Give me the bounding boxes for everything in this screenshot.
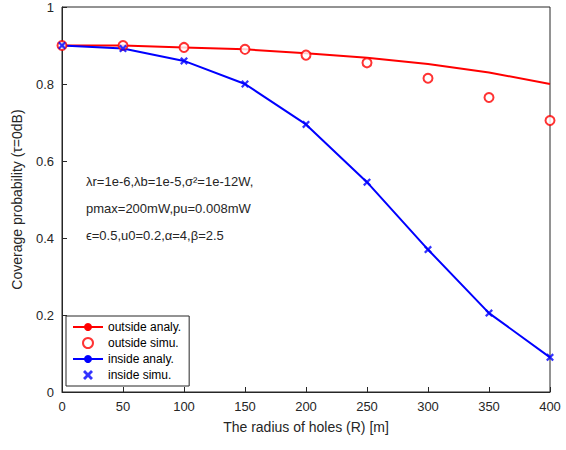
- svg-text:0.4: 0.4: [36, 231, 54, 246]
- svg-text:100: 100: [173, 399, 195, 414]
- svg-text:0.6: 0.6: [36, 154, 54, 169]
- svg-text:200: 200: [295, 399, 317, 414]
- svg-text:250: 250: [356, 399, 378, 414]
- svg-text:The radius of holes (R) [m]: The radius of holes (R) [m]: [223, 419, 389, 435]
- svg-text:150: 150: [234, 399, 256, 414]
- svg-text:300: 300: [417, 399, 439, 414]
- svg-text:0.2: 0.2: [36, 308, 54, 323]
- svg-text:outside analy.: outside analy.: [108, 320, 181, 334]
- svg-text:350: 350: [478, 399, 500, 414]
- svg-text:pmax=200mW,pu=0.008mW: pmax=200mW,pu=0.008mW: [86, 201, 251, 216]
- svg-text:inside simu.: inside simu.: [108, 368, 171, 382]
- svg-text:50: 50: [116, 399, 130, 414]
- svg-text:0: 0: [47, 385, 54, 400]
- svg-text:λr=1e-6,λb=1e-5,σ²=1e-12W,: λr=1e-6,λb=1e-5,σ²=1e-12W,: [86, 174, 253, 189]
- svg-text:outside simu.: outside simu.: [108, 336, 179, 350]
- svg-text:400: 400: [539, 399, 561, 414]
- svg-text:0: 0: [58, 399, 65, 414]
- svg-text:ϵ=0.5,u0=0.2,α=4,β=2.5: ϵ=0.5,u0=0.2,α=4,β=2.5: [86, 228, 224, 243]
- svg-text:1: 1: [47, 0, 54, 15]
- svg-text:Coverage probability (τ=0dB): Coverage probability (τ=0dB): [9, 109, 25, 289]
- svg-text:inside analy.: inside analy.: [108, 352, 174, 366]
- svg-text:0.8: 0.8: [36, 77, 54, 92]
